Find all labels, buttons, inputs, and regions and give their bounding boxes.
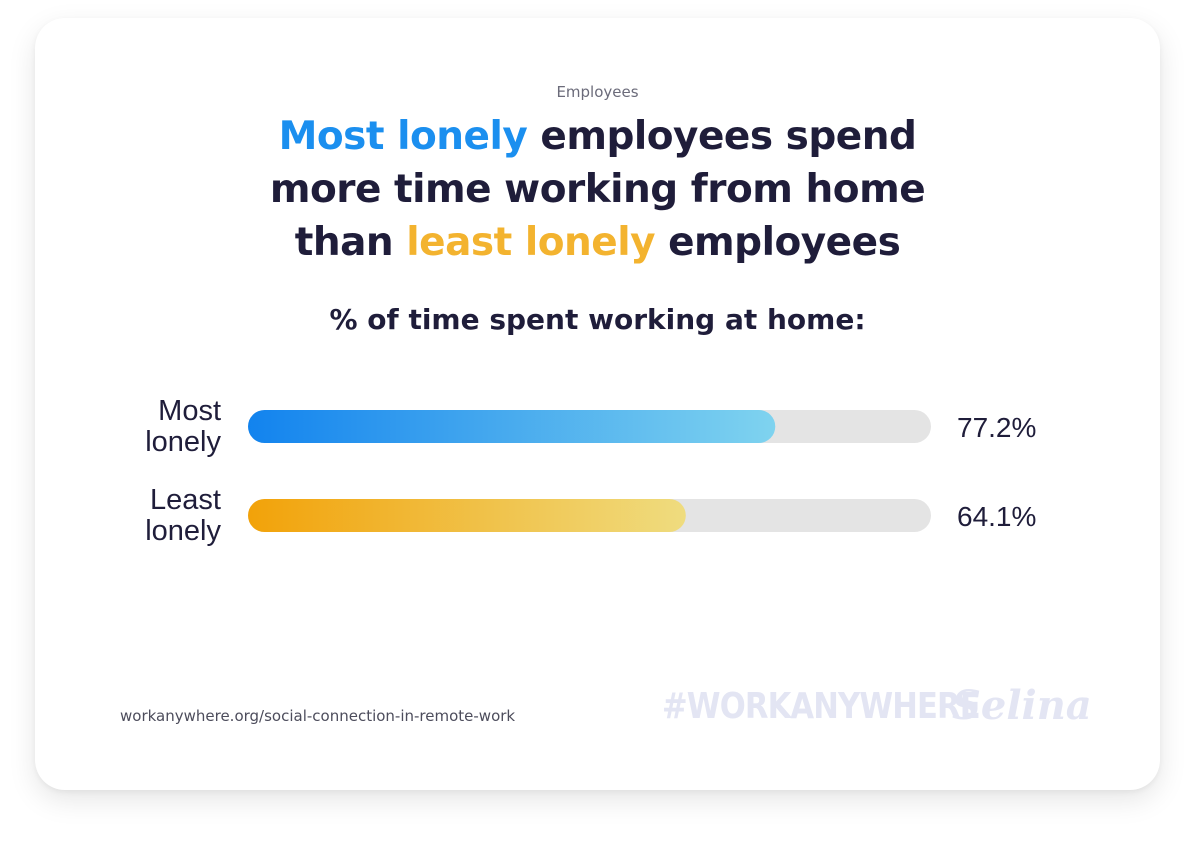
headline-text-2: more time working from home xyxy=(269,167,926,212)
category-label: Most lonely xyxy=(145,395,221,458)
category-label-line: lonely xyxy=(145,426,221,458)
headline-text-4: employees xyxy=(655,220,901,265)
headline-text-1: employees spend xyxy=(527,114,917,159)
category-label-line: lonely xyxy=(145,515,221,547)
value-label: 64.1% xyxy=(957,501,1036,532)
bar-chart: Most lonely 77.2%Least lonely 64.1% xyxy=(145,395,1036,547)
headline: Most lonely employees spend more time wo… xyxy=(0,110,1195,269)
bar-most-lonely xyxy=(248,410,776,443)
chart-subtitle: % of time spent working at home: xyxy=(329,303,866,336)
headline-highlight-most-lonely: Most lonely xyxy=(278,114,528,159)
category-label: Least lonely xyxy=(145,484,221,547)
category-label-line: Most xyxy=(158,395,221,427)
chart-bars: Most lonely 77.2%Least lonely 64.1% xyxy=(145,395,1036,547)
kicker: Employees xyxy=(556,83,639,101)
headline-text-3: than xyxy=(294,220,407,265)
value-label: 77.2% xyxy=(957,412,1036,443)
bar-least-lonely xyxy=(248,499,686,532)
card xyxy=(35,18,1160,790)
selina-logo: Selina xyxy=(952,682,1092,729)
source-url: workanywhere.org/social-connection-in-re… xyxy=(120,707,516,725)
hashtag-logo: #WORKANYWHERE xyxy=(662,686,981,727)
headline-highlight-least-lonely: least lonely xyxy=(406,220,656,265)
category-label-line: Least xyxy=(150,484,221,516)
